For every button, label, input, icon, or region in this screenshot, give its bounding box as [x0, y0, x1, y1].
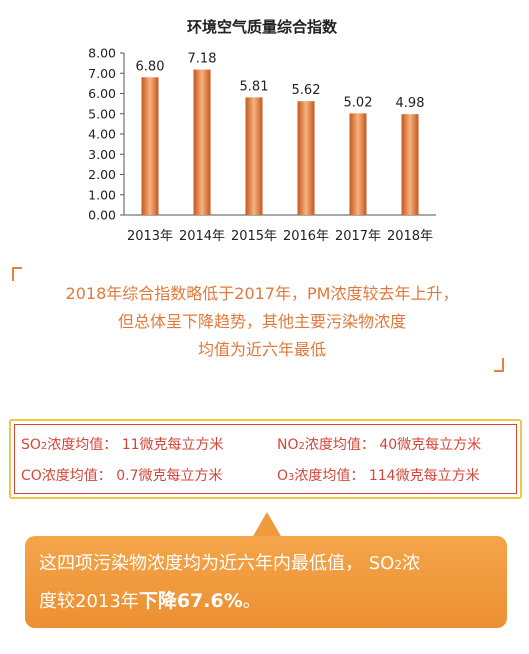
callout-bubble: 这四项污染物浓度均为近六年内最低值， SO2浓 度较2013年下降67.6%。	[25, 536, 507, 628]
bars: 6.80 7.18 5.81 5.62 5.02 4.98	[136, 52, 425, 215]
y-tick-label: 8.00	[88, 46, 116, 61]
quote-close-mark	[494, 358, 504, 372]
callout-line-2-text: 度较2013年	[39, 591, 139, 612]
bar-value-label: 7.18	[188, 52, 217, 67]
x-tick-label: 2018年	[387, 229, 433, 244]
callout-decline-figure: 下降67.6%	[138, 590, 243, 612]
x-tick-label: 2013年	[127, 229, 173, 244]
bar	[297, 101, 315, 215]
axes: 0.00 1.00 2.00 3.00 4.00 5.00 6.00 7.00 8.00 2013…	[88, 46, 436, 244]
x-tick-label: 2014年	[179, 229, 225, 244]
callout-line-1-text: 这四项污染物浓度均为近六年内最低值， SO	[39, 553, 395, 574]
callout-line-1-end: 浓	[401, 553, 420, 574]
bar-value-label: 5.81	[240, 79, 269, 94]
o3-label: O	[277, 468, 289, 484]
no2-subscript: 2	[298, 441, 305, 452]
bar	[193, 69, 211, 215]
y-tick-label: 2.00	[88, 167, 116, 182]
o3-item: O3浓度均值： 114微克每立方米	[277, 465, 480, 485]
callout-pointer	[252, 512, 282, 538]
o3-value: 浓度均值： 114微克每立方米	[294, 468, 480, 484]
pollutant-box: SO2浓度均值： 11微克每立方米 NO2浓度均值： 40微克每立方米 CO浓度…	[9, 419, 522, 499]
summary-line-3: 均值为近六年最低	[197, 340, 326, 359]
callout-line-2-end: 。	[242, 591, 261, 612]
bar-value-label: 5.62	[292, 83, 321, 98]
y-tick-label: 6.00	[88, 86, 116, 101]
o3-subscript: 3	[288, 472, 295, 483]
y-tick-label: 5.00	[88, 106, 116, 121]
so2-subscript: 2	[40, 441, 48, 452]
pollutant-box-inner-border	[14, 424, 517, 494]
y-tick-label: 0.00	[88, 208, 116, 223]
quote-open-mark	[12, 267, 22, 281]
callout-line-2: 度较2013年下降67.6%。	[39, 583, 493, 620]
co-value: CO浓度均值： 0.7微克每立方米	[21, 468, 223, 484]
no2-value: 浓度均值： 40微克每立方米	[304, 437, 482, 453]
so2-item: SO2浓度均值： 11微克每立方米	[21, 434, 224, 454]
bar-value-label: 6.80	[136, 59, 165, 74]
bar	[141, 77, 159, 215]
bar	[401, 114, 419, 215]
y-tick-label: 1.00	[88, 187, 116, 202]
co-item: CO浓度均值： 0.7微克每立方米	[21, 465, 223, 485]
so2-label: SO	[21, 437, 41, 453]
y-tick-label: 3.00	[88, 147, 116, 162]
summary-line-2: 但总体呈下降趋势，其他主要污染物浓度	[117, 312, 406, 331]
bar-value-label: 4.98	[396, 96, 425, 111]
callout-line-1: 这四项污染物浓度均为近六年内最低值， SO2浓	[39, 546, 493, 583]
y-tick-label: 4.00	[88, 127, 116, 142]
bar	[245, 97, 263, 215]
x-tick-label: 2015年	[231, 229, 277, 244]
x-tick-label: 2017年	[335, 229, 381, 244]
bar	[349, 113, 367, 215]
so2-value: 浓度均值： 11微克每立方米	[47, 437, 224, 453]
summary-text: 2018年综合指数略低于2017年，PM浓度较去年上升， 但总体呈下降趋势，其他…	[22, 280, 502, 364]
x-tick-label: 2016年	[283, 229, 329, 244]
no2-item: NO2浓度均值： 40微克每立方米	[277, 434, 481, 454]
chart: 环境空气质量综合指数 0.00 1.00 2.00 3.00 4.00 5.00 6.00 7…	[0, 0, 529, 262]
callout-so2-subscript: 2	[394, 558, 402, 572]
chart-title: 环境空气质量综合指数	[187, 18, 338, 36]
bar-value-label: 5.02	[344, 95, 373, 110]
y-tick-label: 7.00	[88, 66, 116, 81]
summary-line-1: 2018年综合指数略低于2017年，PM浓度较去年上升，	[65, 284, 459, 303]
bar-chart: 环境空气质量综合指数 0.00 1.00 2.00 3.00 4.00 5.00 6.00 7…	[88, 18, 436, 244]
no2-label: NO	[277, 437, 299, 453]
